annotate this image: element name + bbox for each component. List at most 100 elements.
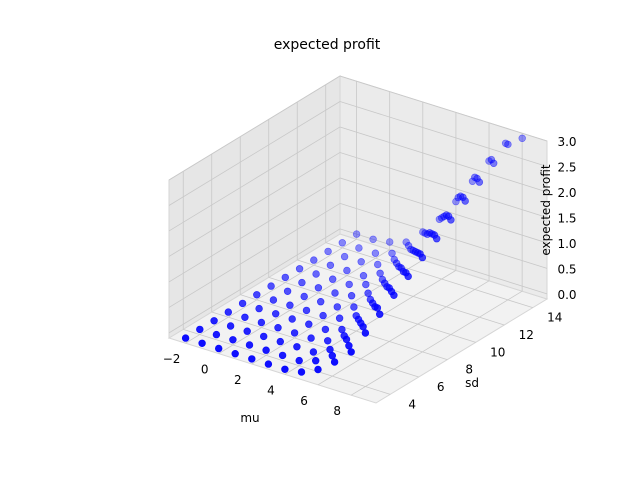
data-point	[361, 329, 370, 337]
y-grid-line	[297, 259, 505, 326]
data-point	[267, 282, 275, 290]
data-point	[433, 235, 441, 243]
data-point	[326, 261, 335, 269]
data-point	[309, 348, 318, 356]
grid-lines	[168, 75, 548, 396]
data-point	[447, 216, 455, 224]
data-point	[359, 323, 367, 331]
data-point	[518, 134, 526, 143]
y-tick-label: 4	[408, 397, 416, 411]
y-grid-line	[325, 242, 533, 309]
data-point	[314, 365, 322, 374]
data-point	[274, 324, 282, 332]
z-grid-line	[168, 101, 341, 206]
x-tick-label: 6	[300, 394, 308, 408]
z-grid-line	[168, 75, 341, 181]
data-point	[374, 260, 382, 269]
data-point	[196, 325, 204, 334]
z-tick-label: 0.5	[557, 262, 576, 276]
data-point	[504, 140, 512, 149]
z-grid-line	[168, 152, 341, 257]
data-point	[471, 173, 479, 182]
data-point	[376, 310, 384, 318]
data-point	[283, 287, 292, 295]
data-point	[298, 278, 306, 287]
y-tick-label: 14	[547, 311, 562, 325]
x-grid-line	[317, 280, 490, 386]
data-point	[475, 178, 484, 186]
data-point	[269, 296, 278, 304]
data-point	[404, 272, 412, 281]
z-grid-line	[339, 203, 548, 269]
z-grid-line	[168, 203, 341, 308]
data-point	[338, 325, 346, 334]
z-grid-line	[168, 126, 341, 232]
data-point	[262, 346, 270, 354]
data-point	[215, 344, 223, 353]
data-point	[321, 325, 330, 334]
data-point	[319, 311, 327, 320]
x-grid-line	[251, 259, 424, 365]
data-point	[390, 291, 398, 299]
data-point	[333, 303, 341, 311]
data-point	[326, 345, 334, 354]
z-tick-label: 0.0	[557, 288, 576, 302]
z-grid-line	[168, 228, 341, 334]
data-point	[324, 337, 332, 345]
y-axis-title: sd	[465, 376, 479, 390]
z-grid-line	[339, 126, 548, 193]
data-points	[181, 134, 526, 376]
x-tick-label: −2	[163, 352, 181, 366]
data-point	[376, 269, 384, 277]
data-point	[253, 291, 261, 299]
data-point	[328, 352, 336, 360]
data-point	[226, 322, 235, 330]
data-point	[388, 249, 396, 258]
z-grid-line	[339, 75, 548, 142]
data-point	[307, 334, 315, 342]
data-point	[305, 320, 313, 328]
x-grid-line	[350, 290, 523, 396]
x-tick-label: 8	[333, 404, 341, 418]
data-point	[257, 318, 266, 327]
data-point	[461, 197, 469, 205]
data-point	[373, 304, 382, 312]
data-point	[359, 272, 368, 280]
data-point	[386, 238, 394, 246]
data-point	[343, 266, 351, 275]
data-point	[231, 350, 239, 358]
data-point	[347, 292, 356, 300]
x-tick-label: 4	[267, 383, 275, 397]
data-point	[345, 280, 353, 289]
data-point	[224, 308, 233, 316]
data-point	[485, 157, 493, 165]
data-point	[355, 244, 363, 252]
data-point	[248, 355, 256, 363]
data-point	[357, 258, 365, 266]
data-point	[278, 351, 287, 360]
data-point	[324, 247, 332, 256]
data-point	[452, 197, 460, 206]
y-tick-label: 8	[465, 363, 473, 377]
z-grid-line	[339, 228, 548, 295]
axis-ticks: −2 0 2 4 6 8 4 6 8 10 12 14 0.0 0.5 1.0 1.5 2.0 2.5 3.0	[163, 135, 577, 418]
data-point	[330, 358, 339, 366]
y-tick-label: 10	[490, 345, 505, 359]
data-point	[229, 336, 237, 344]
data-point	[501, 139, 510, 148]
data-point	[487, 155, 496, 164]
data-point	[418, 253, 427, 262]
x-grid-line	[284, 270, 457, 375]
data-point	[281, 365, 289, 373]
x-axis-title: mu	[240, 411, 259, 425]
data-point	[340, 252, 349, 261]
data-point	[245, 341, 254, 349]
data-point	[404, 242, 413, 250]
data-point	[288, 315, 296, 323]
data-point	[490, 159, 498, 168]
data-point	[276, 337, 284, 346]
data-point	[295, 265, 304, 273]
data-point	[338, 239, 346, 247]
z-tick-label: 1.0	[557, 237, 576, 251]
data-point	[329, 275, 337, 283]
